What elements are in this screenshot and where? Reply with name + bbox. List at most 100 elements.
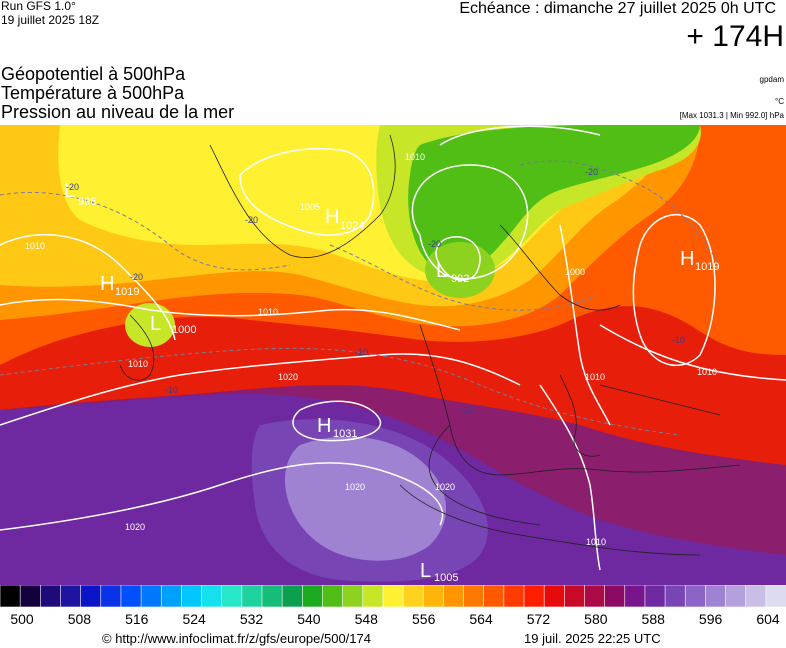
color-scale-swatch	[765, 585, 786, 607]
temperature-label: -20	[585, 167, 598, 177]
weather-map: L 996 H 1019 L 1000 H 1024 L 992 H 1019 …	[0, 125, 786, 585]
color-scale-swatch	[241, 585, 263, 607]
pressure-center-value: 1005	[434, 572, 458, 584]
isobar-label: 1010	[585, 372, 605, 382]
color-scale-tick-label: 548	[354, 611, 378, 627]
coastlines	[119, 134, 741, 556]
pressure-range: [Max 1031.3 | Min 992.0] hPa	[679, 111, 784, 120]
color-scale-swatch	[221, 585, 243, 607]
field-low-green	[425, 242, 495, 298]
isobar-label: 1020	[125, 522, 145, 532]
temperature-label: -20	[428, 239, 441, 249]
color-scale-swatch	[443, 585, 465, 607]
run-label: Run GFS 1.0°	[1, 0, 76, 13]
color-scale-swatch	[604, 585, 626, 607]
color-scale-swatch	[100, 585, 122, 607]
pressure-center-type: L	[64, 180, 75, 202]
color-scale-swatch	[624, 585, 646, 607]
color-scale-tick-label: 564	[469, 611, 493, 627]
pressure-center-type: H	[100, 273, 114, 295]
temperature-label: -10	[672, 335, 685, 345]
color-scale-tick-label: 572	[526, 611, 551, 627]
color-scale-tick-label: 604	[756, 611, 780, 627]
pressure-center-value: 996	[78, 196, 96, 208]
pressure-center-type: H	[317, 415, 331, 437]
run-date: 19 juillet 2025 18Z	[1, 13, 100, 27]
color-scale-tick-label: 540	[297, 611, 321, 627]
color-scale-swatch	[543, 585, 566, 607]
color-scale-swatch	[422, 585, 445, 607]
field-west-low	[125, 303, 175, 347]
color-scale-swatch	[402, 585, 425, 607]
color-scale-swatch	[19, 585, 42, 607]
color-scale-swatch	[140, 585, 163, 607]
isobar-label: 1010	[697, 367, 717, 377]
field-green	[408, 125, 700, 273]
pressure-center-value: 1000	[172, 324, 196, 336]
temperature-label: -10	[355, 347, 368, 357]
pressure-center-type: L	[436, 260, 447, 282]
color-scale-tick-label: 524	[182, 611, 206, 627]
color-scale-swatch	[523, 585, 545, 607]
isobar-label: 1020	[278, 372, 298, 382]
color-scale-swatch	[644, 585, 666, 607]
temperature-contours	[0, 160, 721, 436]
isobar-labels: 1010 1010 1010 1020 1020 1020 1020 1010 …	[25, 152, 717, 547]
isobar-label: 1010	[586, 537, 606, 547]
color-scale	[0, 585, 786, 607]
pressure-center-value: 1024	[340, 220, 364, 232]
color-scale-swatch	[362, 585, 384, 607]
color-scale-swatch	[40, 585, 62, 607]
temperature-label: -20	[245, 215, 258, 225]
color-scale-tick-label: 516	[125, 611, 149, 627]
pressure-centers: L 996 H 1019 L 1000 H 1024 L 992 H 1019 …	[64, 180, 719, 584]
field-lavender	[285, 436, 447, 561]
pressure-center-value: 1031	[333, 428, 357, 440]
unit-temperature: °C	[775, 97, 784, 106]
color-scale-swatch	[684, 585, 707, 607]
footer-generated: 19 juil. 2025 22:25 UTC	[524, 631, 661, 646]
color-scale-swatch	[322, 585, 344, 607]
color-scale-tick-label: 596	[698, 611, 723, 627]
pressure-center-type: L	[420, 560, 431, 582]
color-scale-swatch	[584, 585, 606, 607]
title-geopotential: Géopotentiel à 500hPa	[1, 64, 186, 84]
isobar-label: 1010	[25, 241, 45, 251]
color-scale-swatch	[80, 585, 102, 607]
temperature-label: -10	[460, 405, 473, 415]
isobar-label: 1005	[300, 202, 320, 212]
pressure-center-value: 992	[451, 273, 469, 285]
pressure-center-value: 1019	[695, 261, 719, 273]
temperature-label: -20	[130, 272, 143, 282]
color-scale-tick-label: 508	[67, 611, 92, 627]
temperature-labels: -20 -20 -20 -20 -20 -10 -10 -10 -10	[66, 167, 685, 415]
echeance-label: Echéance : dimanche 27 juillet 2025 0h U…	[459, 0, 776, 17]
color-scale-tick-label: 556	[412, 611, 436, 627]
color-scale-tick-label: 588	[641, 611, 665, 627]
pressure-center-type: H	[680, 248, 694, 270]
color-scale-swatch	[705, 585, 727, 607]
color-scale-swatch	[281, 585, 304, 607]
unit-geopotential: gpdam	[759, 75, 784, 84]
color-scale-swatch	[342, 585, 364, 607]
color-scale-swatch	[503, 585, 525, 607]
color-scale-tick-label: 532	[239, 611, 264, 627]
isobar-label: 1010	[258, 307, 278, 317]
title-pressure: Pression au niveau de la mer	[1, 102, 235, 122]
color-scale-swatch	[302, 585, 324, 607]
color-scale-swatch	[60, 585, 82, 607]
color-scale-swatch	[120, 585, 142, 607]
isobar-label: 1020	[345, 482, 365, 492]
color-scale-swatch	[463, 585, 485, 607]
color-scale-swatch	[201, 585, 223, 607]
pressure-center-value: 1019	[115, 286, 139, 298]
color-scale-tick-label: 500	[10, 611, 34, 627]
title-temperature: Température à 500hPa	[1, 83, 185, 103]
lead-time: + 174H	[686, 20, 784, 53]
footer-credit: © http://www.infoclimat.fr/z/gfs/europe/…	[102, 631, 371, 646]
color-scale-swatch	[181, 585, 203, 607]
color-scale-swatch	[664, 585, 687, 607]
isobar-label: 1010	[405, 152, 425, 162]
color-scale-swatch	[261, 585, 283, 607]
color-scale-swatch	[745, 585, 767, 607]
